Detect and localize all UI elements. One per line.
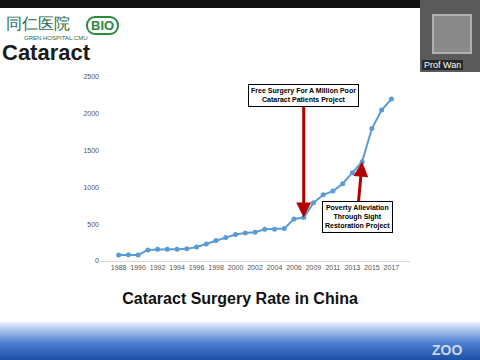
svg-text:1000: 1000 — [83, 184, 99, 191]
svg-text:1996: 1996 — [189, 264, 205, 271]
svg-text:1998: 1998 — [208, 264, 224, 271]
svg-text:1990: 1990 — [130, 264, 146, 271]
svg-text:2004: 2004 — [267, 264, 283, 271]
svg-text:Free Surgery For A Million Poo: Free Surgery For A Million PoorCataract … — [251, 87, 356, 104]
html-text:BIO: BIO — [91, 18, 115, 33]
html-text:同仁医院: 同仁医院 — [6, 14, 70, 33]
svg-text:2013: 2013 — [345, 264, 361, 271]
svg-text:2000: 2000 — [83, 110, 99, 117]
svg-text:2006: 2006 — [286, 264, 302, 271]
svg-text:Poverty AlleviationThrough Sig: Poverty AlleviationThrough SightRestorat… — [325, 204, 390, 230]
svg-text:2009: 2009 — [306, 264, 322, 271]
svg-text:1988: 1988 — [111, 264, 127, 271]
svg-text:2017: 2017 — [384, 264, 400, 271]
svg-text:2002: 2002 — [247, 264, 263, 271]
html-text:ZOO: ZOO — [432, 342, 463, 358]
svg-text:2011: 2011 — [325, 264, 340, 271]
svg-text:500: 500 — [87, 221, 99, 228]
svg-text:1992: 1992 — [150, 264, 166, 271]
svg-text:2000: 2000 — [228, 264, 244, 271]
html-text:Cataract Surgery Rate in China: Cataract Surgery Rate in China — [122, 290, 358, 307]
svg-text:2015: 2015 — [364, 264, 380, 271]
html-text:Cataract: Cataract — [2, 40, 90, 65]
svg-text:0: 0 — [95, 257, 99, 264]
svg-text:2500: 2500 — [83, 73, 99, 80]
svg-text:1994: 1994 — [169, 264, 185, 271]
html-text:GREN HOSPITAL.CMU: GREN HOSPITAL.CMU — [24, 35, 88, 41]
svg-text:1500: 1500 — [83, 147, 99, 154]
html-text:Prof Wan: Prof Wan — [424, 60, 462, 70]
